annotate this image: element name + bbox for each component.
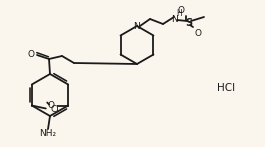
Text: N: N: [134, 21, 140, 30]
Text: Cl: Cl: [51, 105, 60, 114]
Text: O: O: [178, 5, 184, 15]
Text: O: O: [48, 101, 55, 110]
Text: S: S: [186, 18, 193, 28]
Text: H: H: [176, 9, 182, 17]
Text: N: N: [172, 15, 178, 24]
Text: HCl: HCl: [217, 83, 235, 93]
Text: NH₂: NH₂: [39, 130, 56, 138]
Text: O: O: [28, 50, 34, 59]
Text: O: O: [195, 29, 201, 37]
